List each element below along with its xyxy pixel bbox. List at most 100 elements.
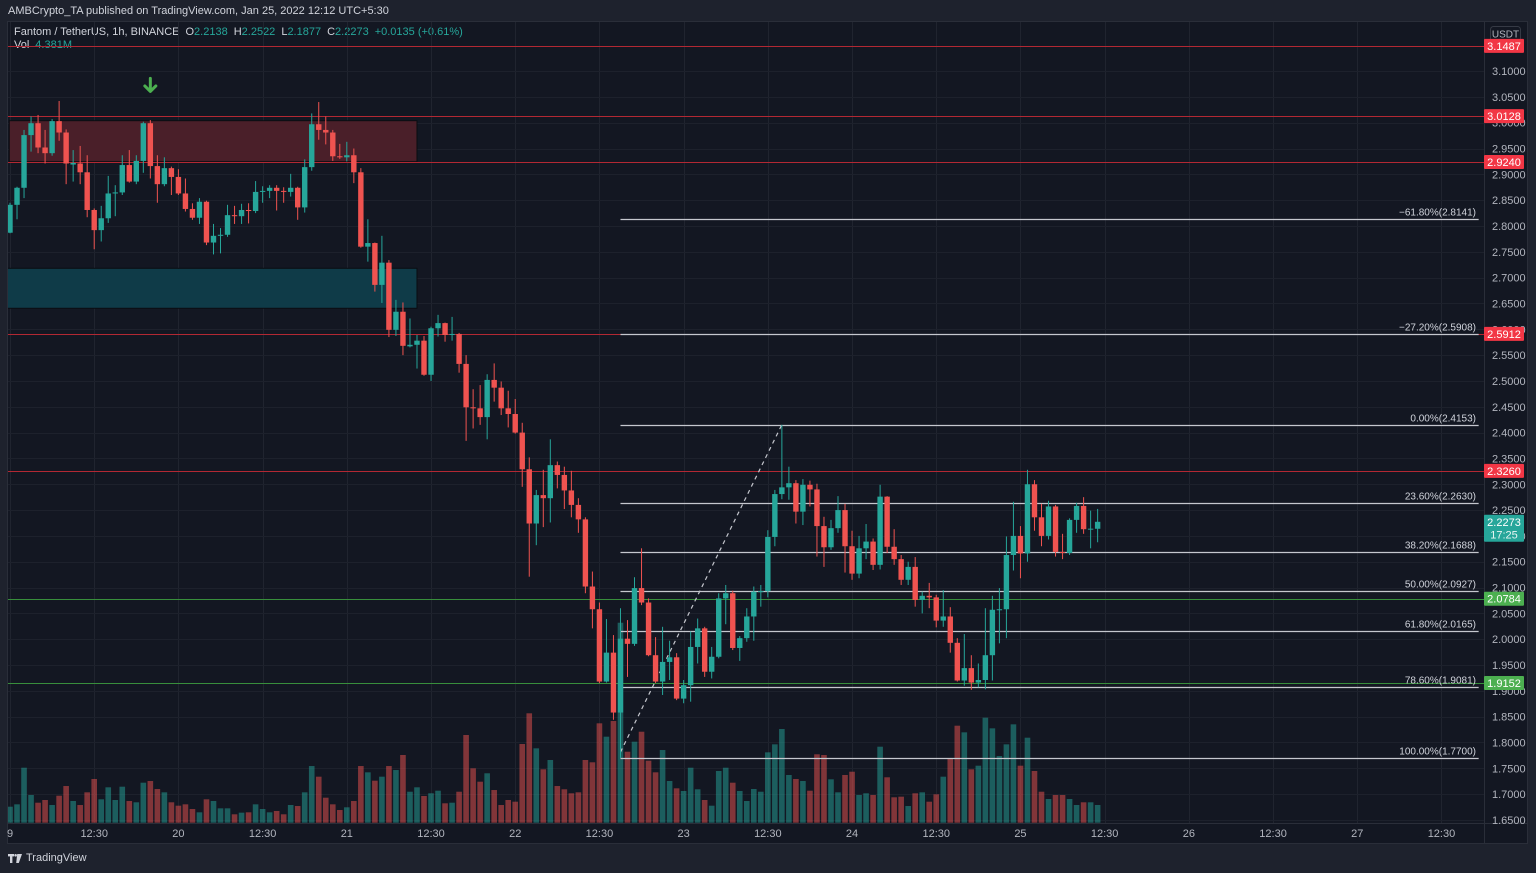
volume-bar (821, 754, 827, 823)
candle (554, 461, 561, 489)
candle (912, 557, 918, 607)
open-label: O (185, 26, 195, 38)
frame-border (7, 21, 1528, 844)
volume-bar (175, 805, 182, 823)
candle-body (344, 155, 350, 158)
candle (421, 336, 427, 376)
volume-bar (554, 786, 561, 823)
candle-body (891, 546, 897, 560)
volume-bar (119, 786, 126, 823)
candle (680, 680, 687, 704)
close-label: C (327, 26, 336, 38)
price-axis[interactable]: 3.10003.05003.00002.95002.90002.85002.80… (1484, 26, 1526, 827)
candle-body (231, 215, 238, 217)
trend-line[interactable] (619, 424, 783, 753)
volume-bar (849, 771, 855, 823)
candle-body (687, 646, 694, 686)
volume-bar (428, 793, 434, 823)
candle (603, 619, 610, 683)
candle-body (673, 657, 680, 699)
candle-body (870, 541, 876, 565)
candle (456, 332, 462, 373)
fib-retracement[interactable]: −61.80%(2.8141) −27.20%(2.5908) 0.00%(2.41… (620, 208, 1479, 760)
candle (673, 653, 680, 701)
volume-bar (463, 734, 469, 823)
volume-bar (449, 802, 455, 823)
candle (933, 594, 939, 628)
candle (126, 150, 132, 183)
price-tick-label: 2.6500 (1492, 298, 1526, 310)
time-tick-label: 24 (846, 828, 858, 840)
symbol-title[interactable]: Fantom / TetherUS, 1h, BINANCE (14, 26, 180, 38)
time-axis[interactable]: 9 12:30 20 12:30 21 12:30 22 12:30 23 12:30 24 12:3… (7, 828, 1455, 840)
candle-body (1094, 521, 1101, 529)
footer-brand[interactable]: TradingView (8, 851, 87, 865)
time-tick-label: 20 (172, 828, 184, 840)
volume-bar (42, 799, 48, 823)
support-zone (7, 267, 418, 309)
volume-bar (1045, 798, 1052, 823)
price-tick-label: 2.1500 (1492, 557, 1526, 569)
candle-body (519, 432, 525, 470)
candle (98, 205, 104, 242)
volume-bar (772, 744, 778, 823)
candle-body (1059, 551, 1066, 553)
volume-bar (1031, 770, 1038, 823)
price-tick-label: 2.0500 (1492, 608, 1526, 620)
published-info: AMBCrypto_TA published on TradingView.co… (8, 5, 389, 17)
volume-bar (56, 795, 62, 823)
price-badge-bg (1484, 675, 1524, 690)
price-badge-bg (1484, 154, 1524, 169)
price-badge-bg (1484, 514, 1524, 542)
fib-level-label: 78.60%(1.9081) (1405, 676, 1476, 687)
candle (1073, 502, 1080, 533)
candle (1031, 480, 1038, 531)
candle-body (449, 333, 455, 335)
candle (723, 584, 729, 625)
volume-bar (484, 773, 490, 823)
candle-body (1052, 506, 1059, 552)
volume-bar (715, 770, 722, 823)
candle-body (919, 595, 925, 600)
candle (351, 148, 357, 184)
volume-bar (322, 797, 329, 823)
candle (7, 202, 13, 234)
volume-bar (954, 725, 961, 823)
volume-bar (1052, 794, 1059, 823)
volume-bar (498, 805, 504, 823)
candle (968, 655, 975, 690)
candle-body (638, 588, 645, 603)
candle-body (498, 387, 504, 409)
time-tick-label: 12:30 (586, 828, 614, 840)
candle (238, 203, 245, 224)
price-badge-label: 2.9240 (1487, 157, 1521, 169)
low-group: L2.1877 (281, 26, 321, 38)
candle-body (1045, 506, 1052, 536)
candle-body (203, 201, 210, 243)
candle (316, 102, 322, 140)
candle (344, 141, 350, 162)
price-badge-label: 3.0128 (1487, 111, 1521, 123)
candle-body (680, 685, 687, 699)
volume-bar (814, 754, 820, 823)
candle (793, 480, 799, 524)
volume-label[interactable]: Vol (14, 39, 30, 51)
candle (694, 618, 701, 664)
arrow-down-icon[interactable] (143, 76, 158, 93)
volume-bar (435, 790, 441, 823)
volume-bar (561, 789, 568, 823)
candle (666, 640, 673, 681)
fib-level-label: −27.20%(2.5908) (1399, 323, 1476, 334)
candle (849, 530, 855, 580)
candle (631, 577, 638, 646)
volume-bar (1003, 744, 1010, 823)
candle (687, 631, 694, 702)
candle (477, 385, 483, 425)
time-tick-label: 22 (509, 828, 521, 840)
candle (337, 143, 343, 159)
candle-body (814, 489, 820, 527)
candle-body (49, 121, 55, 154)
chart-pane[interactable]: −61.80%(2.8141) −27.20%(2.5908) 0.00%(2.41… (6, 21, 1484, 823)
volume-bar (161, 792, 168, 823)
